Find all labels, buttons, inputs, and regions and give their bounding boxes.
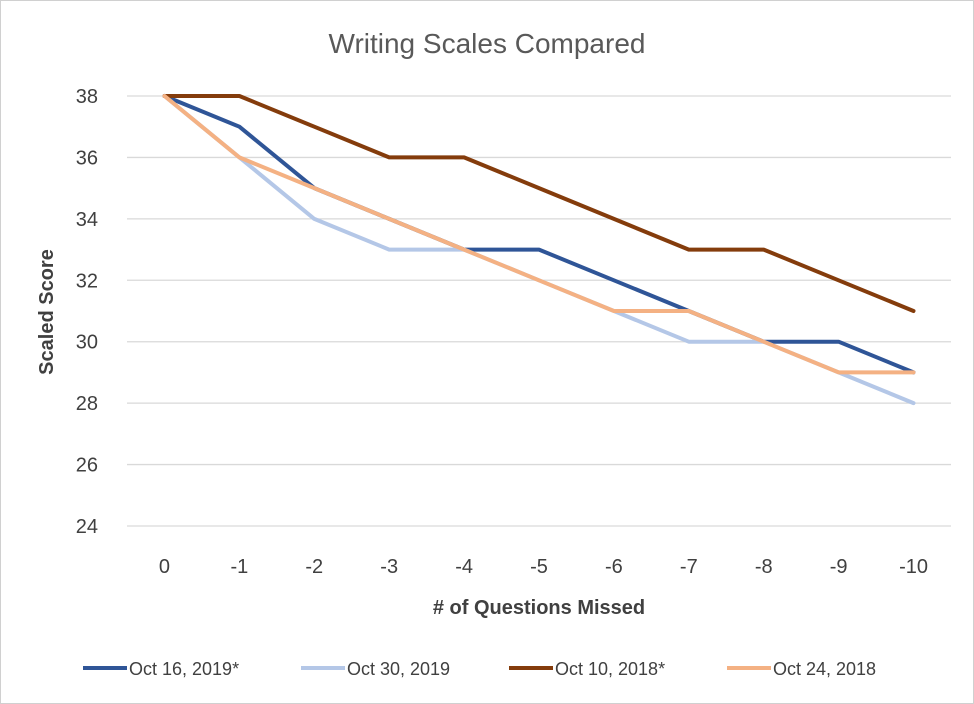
x-tick-label: -8 — [755, 556, 773, 578]
series-line-1 — [162, 94, 916, 375]
x-tick-labels: 0 -1 -2 -3 -4 -5 -6 -7 -8 -9 -10 — [159, 556, 928, 578]
x-tick-label: -7 — [680, 556, 698, 578]
y-tick-label: 34 — [76, 209, 98, 231]
series-line-4 — [162, 94, 916, 375]
x-tick-label: -3 — [380, 556, 398, 578]
legend-label: Oct 24, 2018 — [773, 659, 876, 679]
y-tick-label: 24 — [76, 516, 98, 538]
x-tick-label: 0 — [159, 556, 170, 578]
legend: Oct 16, 2019* Oct 30, 2019 Oct 10, 2018* Oc… — [83, 659, 876, 679]
y-tick-label: 26 — [76, 455, 98, 477]
x-tick-label: -4 — [455, 556, 473, 578]
x-tick-label: -2 — [305, 556, 323, 578]
x-tick-label: -9 — [830, 556, 848, 578]
x-tick-label: -6 — [605, 556, 623, 578]
chart-title: Writing Scales Compared — [329, 28, 646, 59]
x-tick-label: -5 — [530, 556, 548, 578]
x-tick-label: -1 — [230, 556, 248, 578]
series-lines — [162, 94, 916, 406]
y-tick-label: 36 — [76, 147, 98, 169]
y-tick-label: 30 — [76, 332, 98, 354]
series-line-3 — [162, 94, 916, 313]
legend-label: Oct 30, 2019 — [347, 659, 450, 679]
y-tick-label: 28 — [76, 393, 98, 415]
legend-label: Oct 16, 2019* — [129, 659, 239, 679]
y-tick-label: 38 — [76, 86, 98, 108]
x-tick-label: -10 — [899, 556, 928, 578]
y-axis-title: Scaled Score — [36, 249, 58, 375]
legend-label: Oct 10, 2018* — [555, 659, 665, 679]
y-tick-labels: 24 26 28 30 32 34 36 38 — [76, 86, 98, 538]
x-axis-title: # of Questions Missed — [433, 597, 645, 619]
y-tick-label: 32 — [76, 270, 98, 292]
